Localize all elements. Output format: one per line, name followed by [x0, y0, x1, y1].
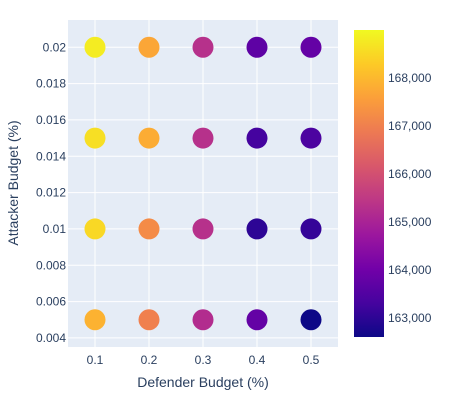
x-tick-label: 0.3 — [195, 353, 212, 367]
data-point — [300, 36, 322, 58]
data-point — [138, 309, 160, 331]
data-point — [246, 218, 268, 240]
y-tick-label: 0.018 — [36, 77, 66, 91]
data-point — [138, 218, 160, 240]
y-axis-ticks: 0.004 0.006 0.008 0.01 0.012 0.014 0.016 0.018 0… — [36, 40, 66, 345]
colorbar-tick-label: 164,000 — [388, 263, 432, 277]
data-point — [192, 127, 214, 149]
y-axis-title: Attacker Budget (%) — [5, 120, 21, 245]
data-point — [300, 218, 322, 240]
data-point — [84, 309, 106, 331]
data-point — [138, 36, 160, 58]
colorbar-tick-label: 165,000 — [388, 215, 432, 229]
y-tick-label: 0.008 — [36, 258, 66, 272]
data-point — [192, 309, 214, 331]
x-axis-ticks: 0.1 0.2 0.3 0.4 0.5 — [87, 353, 320, 367]
x-tick-label: 0.2 — [141, 353, 158, 367]
data-point — [192, 218, 214, 240]
data-point — [246, 127, 268, 149]
colorbar-ticks: 163,000 164,000 165,000 166,000 167,000 168,0… — [388, 71, 432, 325]
data-point — [138, 127, 160, 149]
y-tick-label: 0.01 — [43, 222, 67, 236]
x-axis-title: Defender Budget (%) — [137, 374, 269, 390]
x-tick-label: 0.1 — [87, 353, 104, 367]
data-point — [84, 36, 106, 58]
y-tick-label: 0.014 — [36, 149, 66, 163]
x-tick-label: 0.5 — [303, 353, 320, 367]
data-point — [246, 36, 268, 58]
y-tick-label: 0.012 — [36, 186, 66, 200]
colorbar-tick-label: 163,000 — [388, 311, 432, 325]
y-tick-label: 0.006 — [36, 295, 66, 309]
data-point — [246, 309, 268, 331]
colorbar — [354, 30, 384, 337]
colorbar-tick-label: 167,000 — [388, 119, 432, 133]
data-point — [84, 218, 106, 240]
y-tick-label: 0.016 — [36, 113, 66, 127]
data-point — [84, 127, 106, 149]
data-point — [300, 127, 322, 149]
colorbar-tick-label: 166,000 — [388, 167, 432, 181]
colorbar-tick-label: 168,000 — [388, 71, 432, 85]
data-points — [84, 36, 322, 331]
data-point — [192, 36, 214, 58]
y-tick-label: 0.004 — [36, 331, 66, 345]
data-point — [300, 309, 322, 331]
y-tick-label: 0.02 — [43, 40, 67, 54]
x-tick-label: 0.4 — [249, 353, 266, 367]
